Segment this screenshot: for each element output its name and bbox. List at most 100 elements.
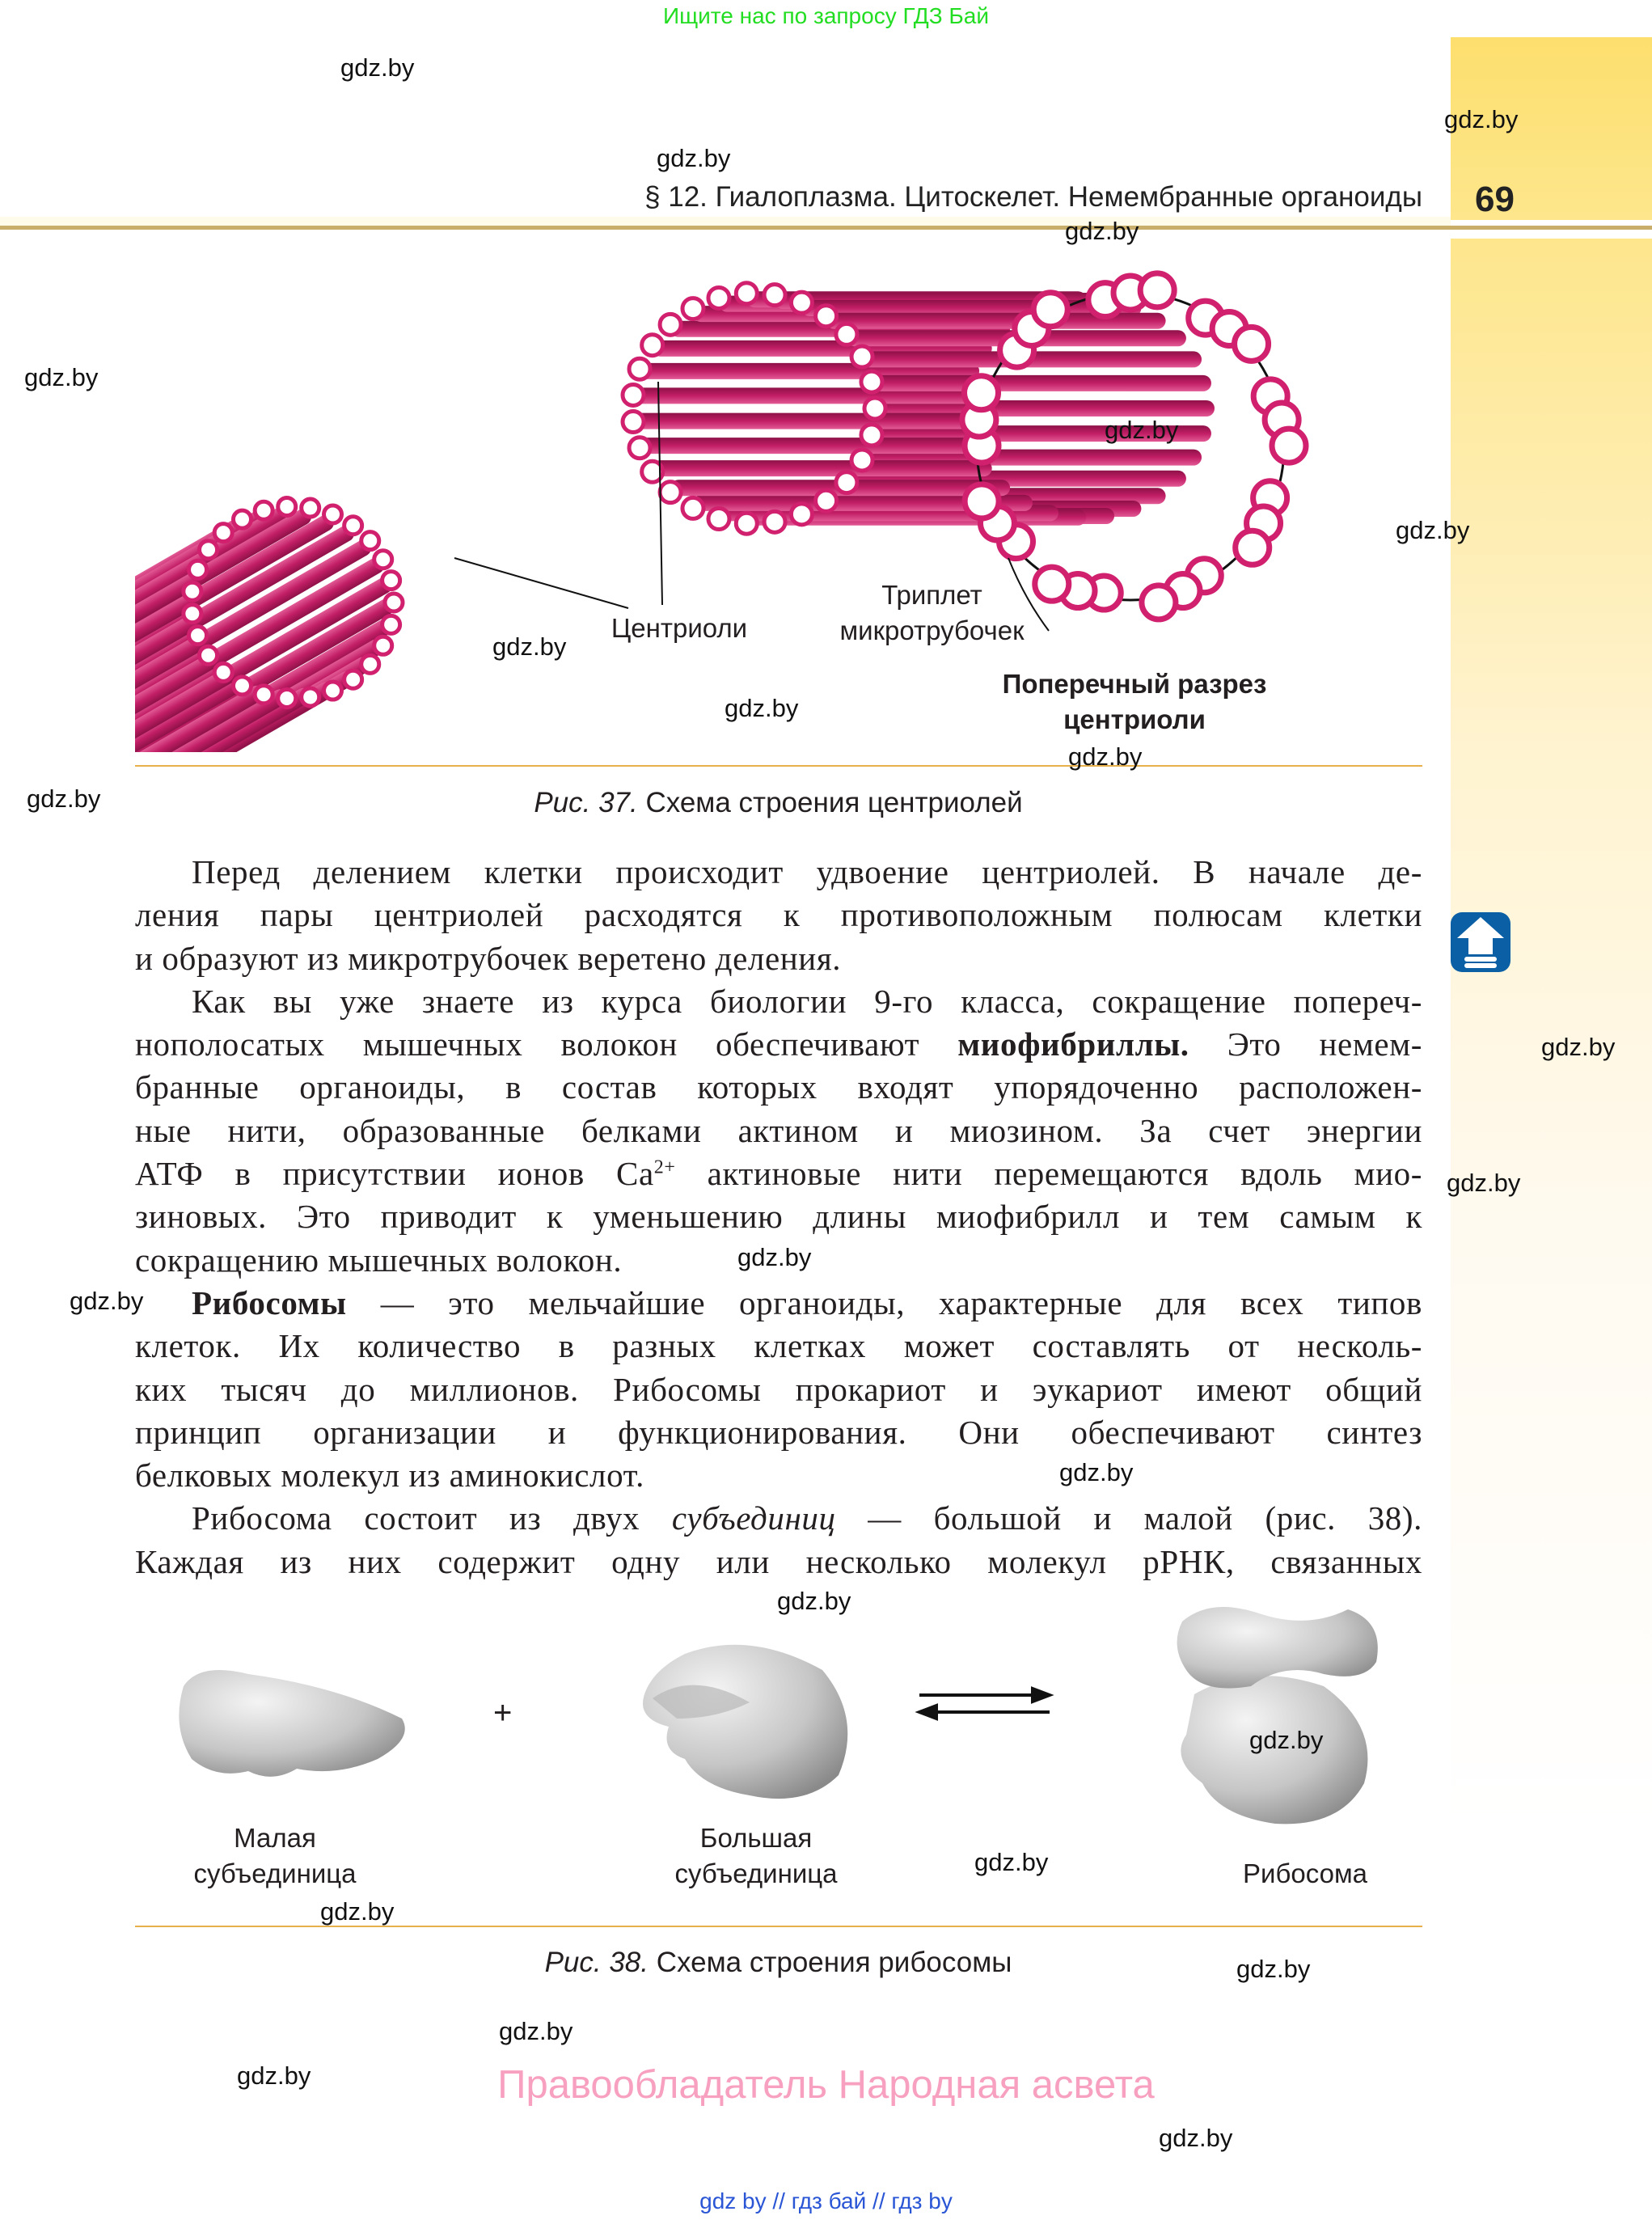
figure-rule — [135, 1926, 1422, 1927]
footer-links[interactable]: gdz by // гдз бай // гдз by — [699, 2188, 953, 2213]
watermark: gdz.by — [70, 1287, 144, 1315]
triplet-microtubule — [1232, 527, 1273, 568]
label-large-subunit: Большая субъединица — [627, 1820, 885, 1892]
microtubule-rod — [135, 687, 312, 752]
microtubule-rod — [135, 509, 312, 704]
side-margin-band — [1451, 239, 1652, 2224]
promo-text[interactable]: Ищите нас по запросу ГДЗ Бай — [662, 3, 990, 28]
microtubule-end — [372, 634, 395, 657]
large-subunit — [643, 1644, 848, 1799]
microtubule-end — [657, 311, 683, 337]
text-segment: ких тысяч до миллионов. Рибосомы прокари… — [135, 1370, 1422, 1408]
microtubule-rod — [135, 685, 265, 752]
watermark: gdz.by — [974, 1848, 1049, 1876]
microtubule-end — [380, 569, 403, 592]
text-line: и образуют из микротрубочек веретено дел… — [135, 937, 1422, 980]
text-segment: Перед делением клетки происходит удвоени… — [192, 853, 1422, 890]
pointer-line — [454, 557, 629, 609]
pointer-line — [657, 381, 663, 606]
text-line: Рибосома состоит из двух субъединиц — бо… — [135, 1497, 1422, 1540]
text-segment: нополосатых мышечных волокон обеспечиваю… — [135, 1025, 958, 1063]
microtubule-end — [276, 495, 298, 518]
text-line: бранные органоиды, в состав которых вход… — [135, 1066, 1422, 1109]
watermark: gdz.by — [1249, 1726, 1324, 1754]
italic-term: субъединиц — [671, 1499, 836, 1537]
running-title: § 12. Гиалоплазма. Цитоскелет. Немембран… — [644, 181, 1422, 213]
microtubule-rod — [640, 438, 980, 455]
text-segment: Как вы уже знаете из курса биологии 9-го… — [192, 982, 1422, 1020]
microtubule-end — [212, 522, 234, 544]
triplet-microtubule — [1232, 323, 1272, 364]
bold-term: Рибосомы — [192, 1283, 347, 1321]
watermark: gdz.by — [1396, 516, 1470, 544]
caption-number: Рис. 38. — [544, 1947, 649, 1978]
ribosome-large — [1181, 1676, 1368, 1824]
equilibrium-arrows — [915, 1686, 1054, 1721]
text-segment: актиновые нити перемещаются вдоль мио- — [675, 1155, 1422, 1193]
text-line: ких тысяч до миллионов. Рибосомы прокари… — [135, 1368, 1422, 1411]
microtubule-end — [733, 510, 759, 536]
triplet-microtubule — [1137, 270, 1177, 311]
microtubule-end — [706, 285, 732, 311]
centriole-figure — [135, 270, 1309, 752]
microtubule-end — [862, 395, 888, 421]
microtubule-end — [859, 369, 885, 395]
microtubule-end — [849, 447, 875, 473]
watermark: gdz.by — [237, 2061, 311, 2090]
microtubule-rod — [135, 511, 265, 706]
watermark: gdz.by — [320, 1897, 395, 1926]
microtubule-end — [187, 558, 209, 581]
triplet-microtubule — [1030, 290, 1071, 330]
text-segment: бранные органоиды, в состав которых вход… — [135, 1068, 1422, 1106]
microtubule-rod — [135, 664, 225, 752]
microtubule-end — [276, 687, 298, 710]
text-line: ные нити, образованные белками актином и… — [135, 1110, 1422, 1152]
text-segment: белковых молекул из аминокислот. — [135, 1457, 644, 1495]
text-segment: Это немем- — [1189, 1025, 1422, 1063]
text-segment: Рибосома состоит из двух — [192, 1499, 672, 1537]
header-rule — [0, 226, 1652, 230]
microtubule-end — [849, 344, 875, 370]
label-line: Малая — [234, 1823, 316, 1853]
watermark: gdz.by — [1236, 1955, 1311, 1983]
microtubule-end — [813, 303, 839, 329]
triplet-microtubule — [1139, 582, 1179, 623]
microtubule-rod — [875, 400, 1215, 416]
microtubule-end — [657, 480, 683, 505]
header-fade — [0, 217, 1451, 226]
text-line: зиновых. Это приводит к уменьшению длины… — [135, 1195, 1422, 1238]
microtubule-end — [627, 356, 653, 382]
page-number-band — [1451, 37, 1652, 220]
microtubule-end — [299, 686, 322, 708]
microtubule-end — [762, 509, 788, 535]
plus-sign: + — [493, 1695, 513, 1731]
microtubule-rod — [135, 514, 334, 709]
text-line: Перед делением клетки происходит удвоени… — [135, 851, 1422, 894]
microtubule-rod — [135, 689, 289, 752]
microtubule-end — [859, 422, 885, 448]
label-centrioles: Центриоли — [611, 613, 748, 643]
text-line: Как вы уже знаете из курса биологии 9-го… — [135, 980, 1422, 1023]
microtubule-end — [252, 499, 275, 522]
microtubule-rod — [652, 460, 992, 477]
text-segment: ления пары центриолей расходятся к проти… — [135, 896, 1422, 934]
label-ribosome: Рибосома — [1243, 1858, 1367, 1888]
microtubule-end — [212, 661, 234, 683]
microtubule-end — [834, 321, 860, 347]
watermark: gdz.by — [737, 1243, 812, 1271]
watermark: gdz.by — [657, 144, 731, 172]
caption-number: Рис. 37. — [534, 787, 638, 818]
text-segment: — это мельчайшие органоиды, характерные … — [346, 1283, 1422, 1321]
triplet-microtubule — [1032, 564, 1072, 604]
caption-text: Схема строения центриолей — [637, 787, 1023, 818]
text-segment: зиновых. Это приводит к уменьшению длины… — [135, 1198, 1422, 1236]
watermark: gdz.by — [1059, 1458, 1134, 1486]
caption-text: Схема строения рибосомы — [649, 1947, 1012, 1978]
text-segment: Каждая из них содержит одну или нескольк… — [135, 1542, 1422, 1580]
centriole-upper — [620, 281, 1215, 536]
watermark: gdz.by — [1447, 1169, 1521, 1197]
up-arrow-icon[interactable] — [1451, 912, 1510, 972]
text-line: Каждая из них содержит одну или нескольк… — [135, 1541, 1422, 1583]
page-number: 69 — [1475, 180, 1515, 219]
microtubule-end — [342, 514, 365, 537]
